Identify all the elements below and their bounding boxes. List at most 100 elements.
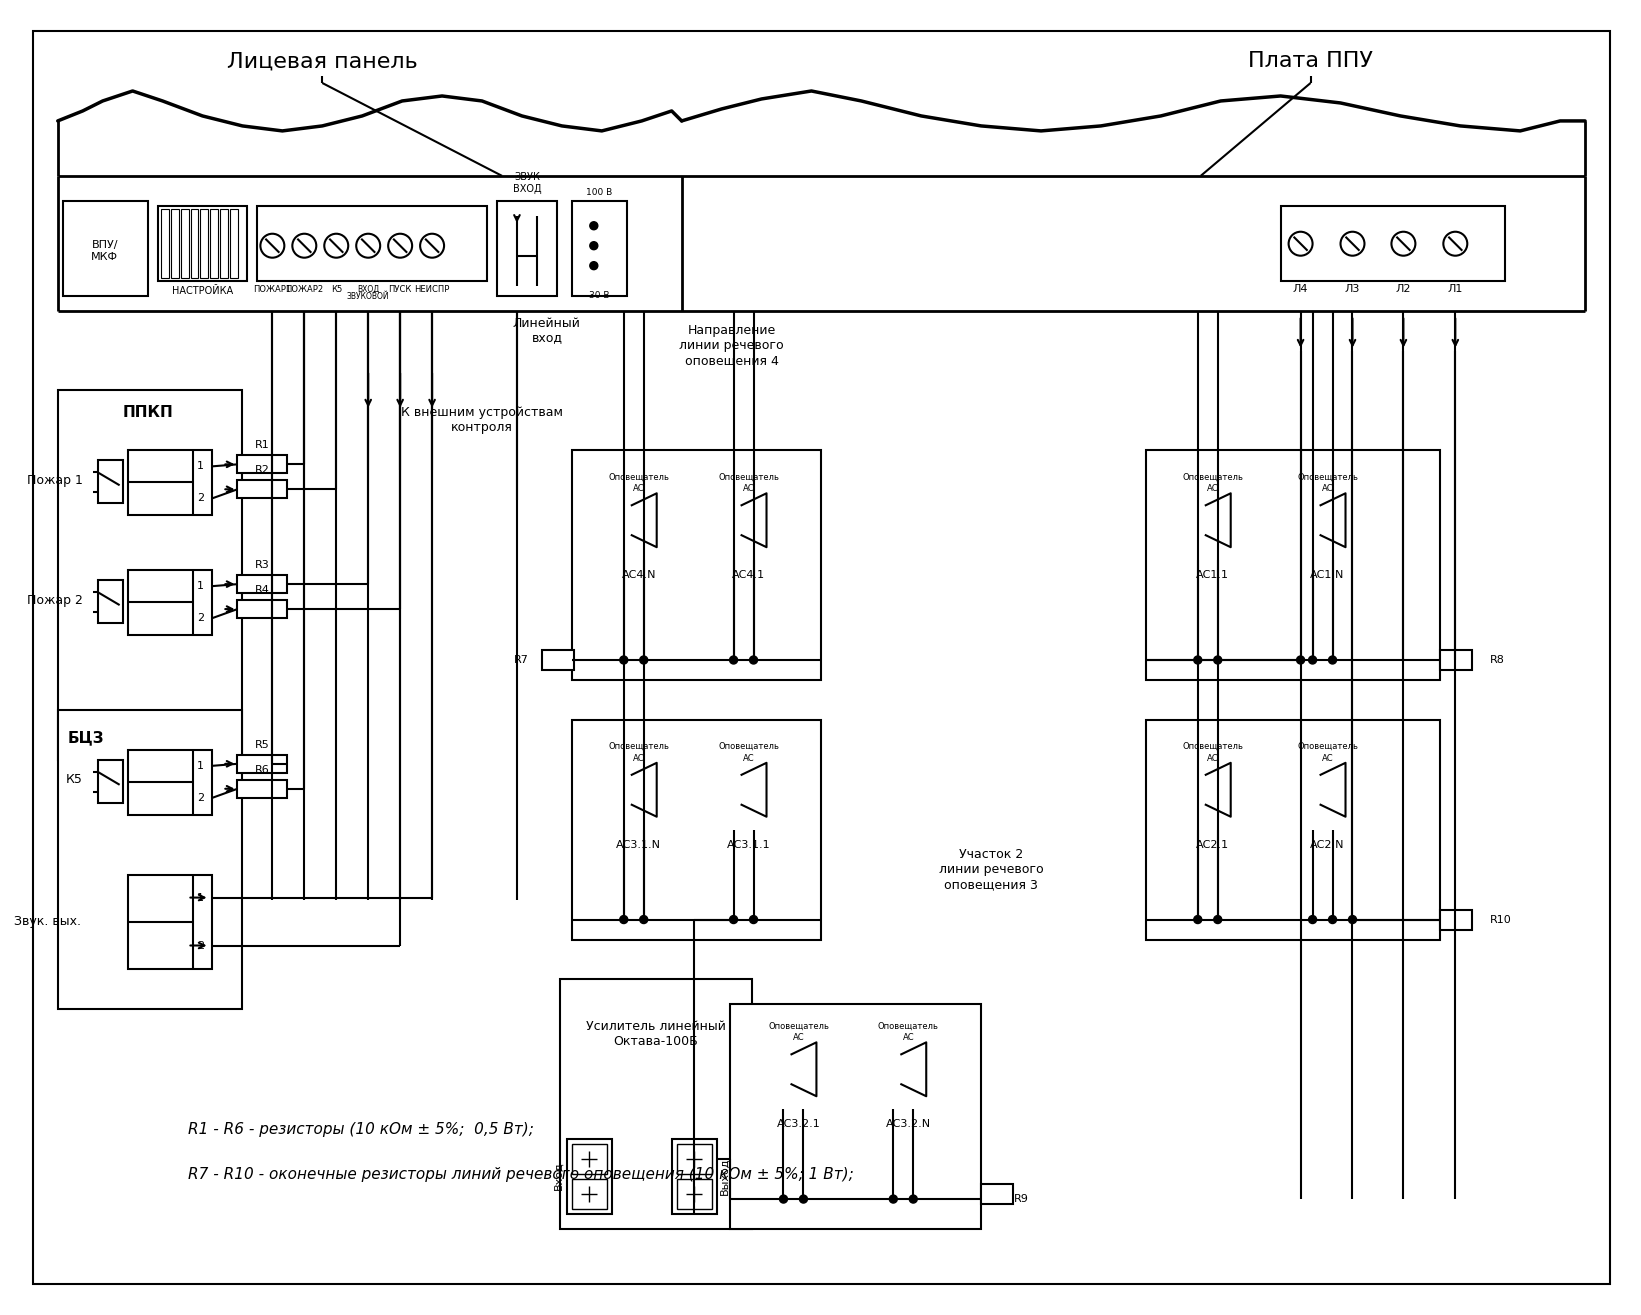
Circle shape — [1214, 839, 1221, 844]
Bar — [571, 1144, 607, 1174]
Circle shape — [589, 222, 597, 230]
Text: Л4: Л4 — [1293, 284, 1308, 293]
Text: 1: 1 — [197, 761, 203, 771]
Circle shape — [1296, 656, 1305, 664]
Circle shape — [781, 1118, 786, 1124]
Text: Звук. вых.: Звук. вых. — [13, 915, 80, 928]
Bar — [258, 205, 487, 280]
Bar — [615, 505, 632, 535]
Bar — [161, 209, 169, 277]
Text: Плата ППУ: Плата ППУ — [1249, 51, 1374, 71]
Circle shape — [730, 915, 737, 923]
Bar — [1441, 650, 1472, 669]
Circle shape — [589, 262, 597, 270]
Bar — [57, 391, 243, 760]
Circle shape — [640, 569, 647, 575]
Text: АС1.N: АС1.N — [1311, 571, 1344, 580]
Text: АС1.1: АС1.1 — [1196, 571, 1229, 580]
Text: Л1: Л1 — [1447, 284, 1464, 293]
Bar — [776, 1055, 791, 1085]
Circle shape — [911, 1118, 916, 1124]
Text: БЦЗ: БЦЗ — [67, 730, 105, 744]
Bar — [98, 580, 123, 623]
Circle shape — [620, 915, 629, 923]
Text: АС: АС — [1321, 484, 1334, 493]
Bar — [1441, 910, 1472, 930]
Bar — [238, 600, 287, 618]
Bar — [1145, 719, 1441, 939]
Circle shape — [891, 1118, 896, 1124]
Circle shape — [620, 656, 629, 664]
Bar — [238, 575, 287, 593]
Bar — [128, 750, 212, 815]
Bar — [671, 1139, 717, 1214]
Circle shape — [1329, 569, 1336, 575]
Circle shape — [1214, 569, 1221, 575]
Text: АС: АС — [1321, 753, 1334, 763]
Circle shape — [750, 839, 757, 844]
Text: ЗВУКОВОЙ: ЗВУКОВОЙ — [346, 292, 389, 301]
Bar — [702, 730, 796, 830]
Text: Оповещатель: Оповещатель — [609, 472, 670, 481]
Text: R10: R10 — [1490, 914, 1511, 924]
Circle shape — [640, 656, 648, 664]
Text: R1 - R6 - резисторы (10 кОм ± 5%;  0,5 Вт);: R1 - R6 - резисторы (10 кОм ± 5%; 0,5 Вт… — [187, 1122, 533, 1136]
Text: АС2.1: АС2.1 — [1196, 840, 1229, 849]
Bar — [592, 460, 686, 560]
Circle shape — [1310, 839, 1316, 844]
Circle shape — [801, 1118, 806, 1124]
Circle shape — [1214, 656, 1223, 664]
Circle shape — [1214, 915, 1223, 923]
Circle shape — [640, 915, 648, 923]
Bar — [230, 209, 238, 277]
Text: 1: 1 — [197, 893, 203, 902]
Text: ВПУ/
МКФ: ВПУ/ МКФ — [92, 239, 118, 262]
Text: АС3.1.1: АС3.1.1 — [727, 840, 770, 849]
Text: Выход: Выход — [720, 1157, 730, 1195]
Circle shape — [1308, 915, 1316, 923]
Circle shape — [640, 839, 647, 844]
Bar — [615, 775, 632, 805]
Text: АС2.N: АС2.N — [1310, 840, 1344, 849]
Text: Оповещатель: Оповещатель — [1182, 742, 1244, 751]
Text: R6: R6 — [254, 765, 269, 775]
Text: Пожар 2: Пожар 2 — [26, 593, 82, 606]
Text: АС: АС — [633, 753, 645, 763]
Text: ВХОД: ВХОД — [358, 284, 379, 293]
Circle shape — [779, 1195, 788, 1203]
Bar — [1165, 730, 1260, 830]
Circle shape — [1310, 569, 1316, 575]
Bar — [566, 1139, 612, 1214]
Text: 30 В: 30 В — [589, 291, 609, 300]
Bar — [220, 209, 228, 277]
Bar — [238, 755, 287, 773]
Text: Оповещатель: Оповещатель — [1296, 472, 1359, 481]
Bar — [571, 719, 822, 939]
Circle shape — [589, 242, 597, 250]
Bar — [1280, 460, 1375, 560]
Text: АС4.1: АС4.1 — [732, 571, 765, 580]
Circle shape — [750, 915, 758, 923]
Text: ПОЖАР2: ПОЖАР2 — [286, 284, 323, 293]
Text: 2: 2 — [197, 793, 203, 802]
Text: АС: АС — [793, 1034, 804, 1043]
Text: R7: R7 — [514, 655, 528, 665]
Text: К5: К5 — [66, 773, 82, 786]
Bar — [571, 1180, 607, 1208]
Text: АС4.N: АС4.N — [622, 571, 656, 580]
Circle shape — [1349, 915, 1357, 923]
Text: R4: R4 — [254, 585, 269, 596]
Text: 1: 1 — [197, 581, 203, 592]
Text: Вход: Вход — [555, 1161, 565, 1190]
Bar — [560, 980, 752, 1230]
Text: Оповещатель: Оповещатель — [609, 742, 670, 751]
Text: Оповещатель: Оповещатель — [1296, 742, 1359, 751]
Bar — [725, 505, 742, 535]
Text: АС3.2.1: АС3.2.1 — [776, 1119, 820, 1130]
Circle shape — [889, 1195, 898, 1203]
Circle shape — [1195, 569, 1201, 575]
Bar — [592, 730, 686, 830]
Circle shape — [750, 656, 758, 664]
Bar — [210, 209, 218, 277]
Text: ППКП: ППКП — [123, 405, 174, 421]
